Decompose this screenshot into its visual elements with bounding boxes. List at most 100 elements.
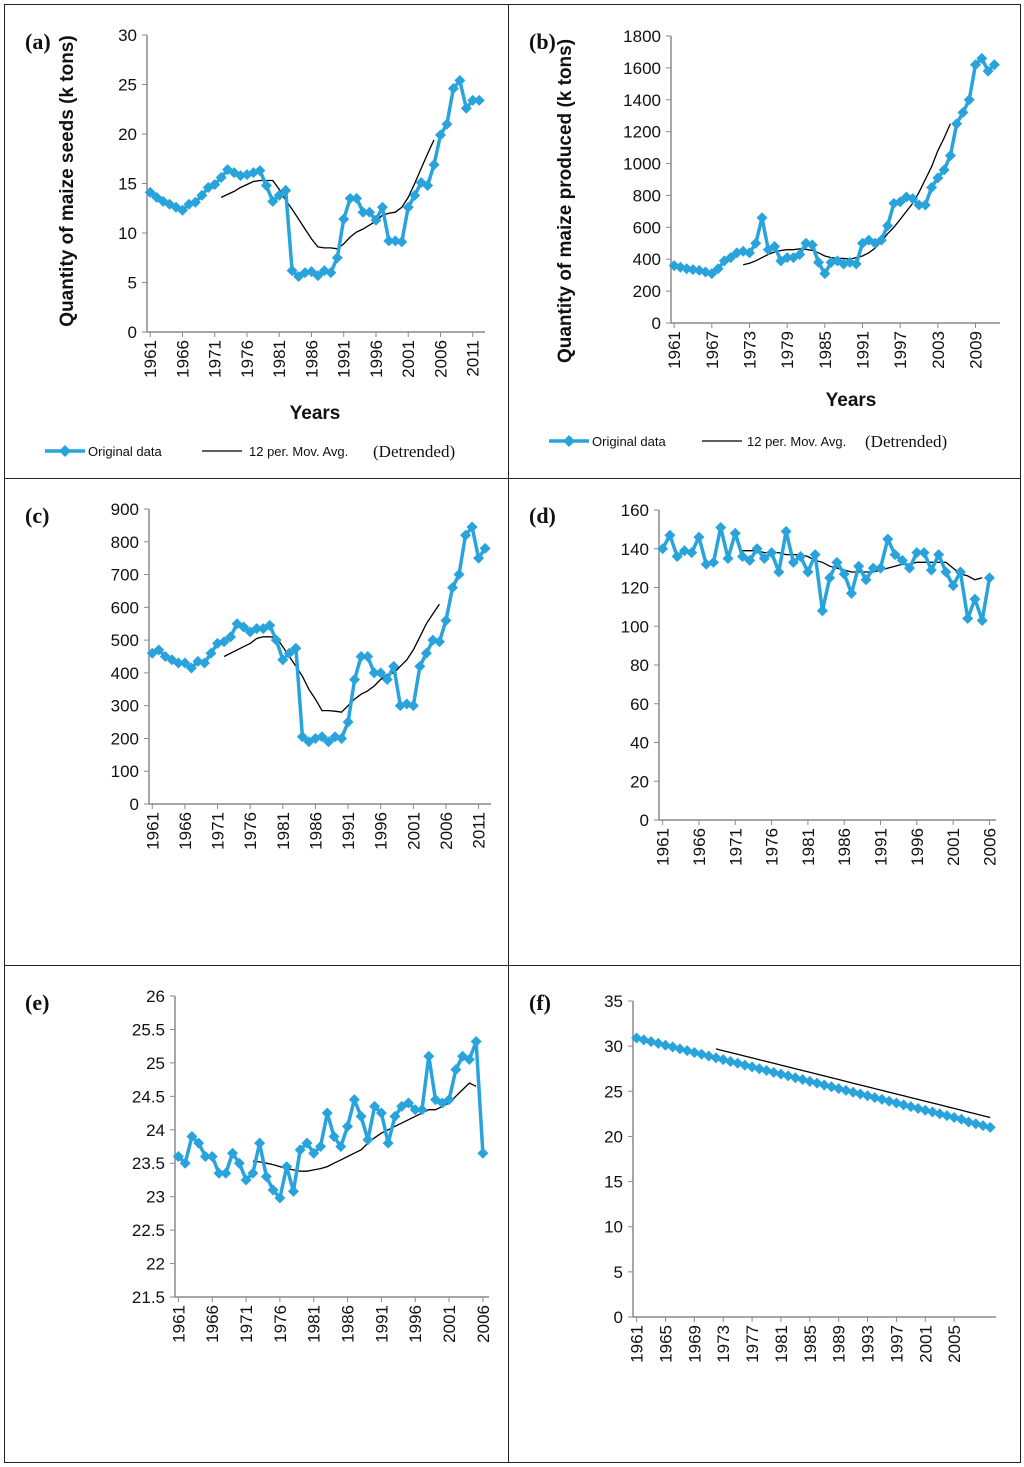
data-point bbox=[898, 1099, 910, 1111]
data-point bbox=[375, 1107, 387, 1119]
data-point bbox=[434, 129, 446, 141]
data-point bbox=[860, 574, 872, 586]
data-point bbox=[382, 1137, 394, 1149]
data-point bbox=[806, 239, 818, 251]
y-tick-label: 20 bbox=[118, 125, 137, 144]
data-point bbox=[198, 657, 210, 669]
y-tick-label: 0 bbox=[652, 314, 661, 333]
x-tick-label: 1966 bbox=[176, 812, 195, 850]
y-tick-label: 30 bbox=[604, 1037, 623, 1056]
data-point bbox=[370, 214, 382, 226]
y-tick-label: 700 bbox=[111, 566, 139, 585]
y-tick-label: 22 bbox=[146, 1255, 165, 1274]
x-tick-label: 1996 bbox=[372, 812, 391, 850]
data-point bbox=[982, 65, 994, 77]
data-point bbox=[957, 107, 969, 119]
panel-label: (b) bbox=[529, 29, 556, 54]
panel-label: (c) bbox=[25, 503, 49, 528]
data-point bbox=[933, 549, 945, 561]
data-point bbox=[686, 547, 698, 559]
data-point bbox=[710, 1052, 722, 1064]
x-tick-label: 1986 bbox=[339, 1305, 358, 1343]
data-point bbox=[847, 1086, 859, 1098]
y-tick-label: 600 bbox=[633, 218, 661, 237]
data-point bbox=[186, 1130, 198, 1142]
chart-e: 21.5 22 22.5 23 23.5 24 24.5 25 25.5 26 1961 1966 19… bbox=[25, 987, 493, 1343]
data-point bbox=[883, 1095, 895, 1107]
original-data-line bbox=[177, 1039, 485, 1200]
data-point bbox=[466, 521, 478, 533]
moving-average-line bbox=[715, 1048, 991, 1119]
data-point bbox=[787, 556, 799, 568]
original-data-line bbox=[673, 56, 996, 276]
panel-c: 0 100 200 300 400 500 600 700 800 900 1961 1966 1971… bbox=[4, 478, 510, 967]
x-tick-label: 1981 bbox=[799, 828, 818, 866]
data-point bbox=[280, 184, 292, 196]
data-point bbox=[882, 220, 894, 232]
legend-detrended-label: (Detrended) bbox=[865, 432, 947, 451]
data-point bbox=[896, 554, 908, 566]
data-point bbox=[192, 655, 204, 667]
y-tick-label: 0 bbox=[640, 811, 649, 830]
y-tick-label: 24 bbox=[146, 1121, 165, 1140]
data-point bbox=[218, 636, 230, 648]
x-tick-label: 2011 bbox=[464, 340, 483, 377]
data-point bbox=[976, 52, 988, 64]
y-tick-label: 200 bbox=[633, 282, 661, 301]
x-tick-label: 1996 bbox=[367, 340, 386, 378]
legend-detrended-label: (Detrended) bbox=[373, 442, 455, 461]
y-tick-label: 1000 bbox=[623, 155, 661, 174]
data-point bbox=[938, 164, 950, 176]
data-point bbox=[238, 621, 250, 633]
data-point bbox=[312, 270, 324, 282]
data-point bbox=[706, 268, 718, 280]
data-point bbox=[290, 642, 302, 654]
data-point bbox=[794, 248, 806, 260]
y-tick-label: 5 bbox=[614, 1263, 623, 1282]
data-point bbox=[338, 213, 350, 225]
data-point bbox=[800, 237, 812, 249]
data-point bbox=[875, 562, 887, 574]
y-tick-label: 200 bbox=[111, 729, 139, 748]
data-point bbox=[787, 252, 799, 264]
diamond-marker-icon bbox=[59, 445, 71, 457]
data-point bbox=[176, 204, 188, 216]
data-point bbox=[369, 1100, 381, 1112]
data-point bbox=[722, 552, 734, 564]
data-point bbox=[409, 1104, 421, 1116]
data-point bbox=[976, 614, 988, 626]
y-tick-label: 1200 bbox=[623, 123, 661, 142]
data-point bbox=[882, 533, 894, 545]
x-tick-label: 1993 bbox=[859, 1325, 878, 1363]
y-tick-label: 80 bbox=[630, 656, 649, 675]
x-tick-label: 1989 bbox=[830, 1325, 849, 1363]
data-point bbox=[970, 59, 982, 71]
data-point bbox=[983, 572, 995, 584]
y-tick-label: 20 bbox=[630, 772, 649, 791]
data-point bbox=[274, 1192, 286, 1204]
data-point bbox=[402, 1097, 414, 1109]
data-point bbox=[750, 237, 762, 249]
x-tick-label: 1961 bbox=[654, 828, 673, 866]
data-point bbox=[286, 265, 298, 277]
x-tick-label: 1986 bbox=[302, 340, 321, 378]
data-point bbox=[659, 1039, 671, 1051]
data-point bbox=[925, 564, 937, 576]
data-point bbox=[172, 657, 184, 669]
data-point bbox=[746, 1061, 758, 1073]
data-point bbox=[816, 605, 828, 617]
data-point bbox=[254, 1137, 266, 1149]
data-point bbox=[638, 1034, 650, 1046]
data-point bbox=[316, 731, 328, 743]
data-point bbox=[336, 732, 348, 744]
data-point bbox=[932, 172, 944, 184]
y-tick-label: 400 bbox=[111, 664, 139, 683]
data-point bbox=[441, 118, 453, 130]
y-tick-label: 0 bbox=[614, 1308, 623, 1327]
x-tick-label: 1981 bbox=[274, 812, 293, 850]
data-point bbox=[294, 1144, 306, 1156]
data-point bbox=[322, 736, 334, 748]
x-tick-label: 1966 bbox=[173, 340, 192, 378]
data-point bbox=[189, 196, 201, 208]
x-tick-label: 1976 bbox=[241, 812, 260, 850]
